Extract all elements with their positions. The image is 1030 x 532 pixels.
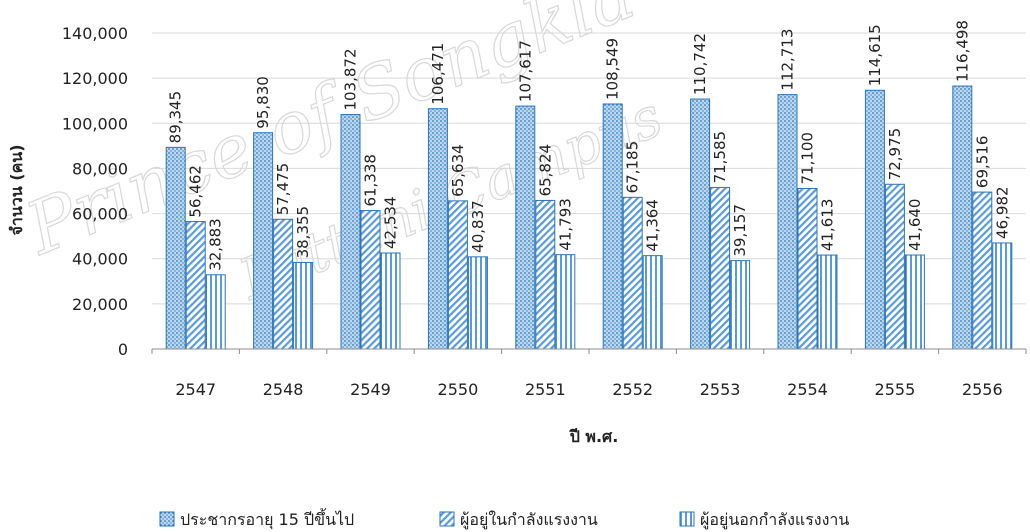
data-label: 32,883 xyxy=(207,218,225,271)
y-axis-title: จำนวน (คน) xyxy=(7,144,26,235)
data-label: 42,534 xyxy=(382,196,400,249)
x-tick-label: 2549 xyxy=(350,380,391,399)
data-label: 65,824 xyxy=(536,144,554,197)
legend-label: ผู้อยู่นอกกำลังแรงงาน xyxy=(700,510,849,530)
legend-label: ผู้อยู่ในกำลังแรงงาน xyxy=(460,510,598,530)
data-label: 116,498 xyxy=(953,20,971,82)
x-tick-label: 2548 xyxy=(263,380,304,399)
bar xyxy=(884,183,905,350)
y-tick-label: 100,000 xyxy=(62,114,128,133)
data-label: 61,338 xyxy=(362,154,380,207)
bar xyxy=(165,146,186,350)
data-label: 38,355 xyxy=(294,206,312,259)
bar xyxy=(642,255,663,350)
y-tick-label: 20,000 xyxy=(72,295,128,314)
data-label: 41,793 xyxy=(556,198,574,251)
data-label: 95,830 xyxy=(254,76,272,129)
data-label: 46,982 xyxy=(993,186,1011,239)
data-label: 107,617 xyxy=(516,40,534,102)
x-tick-label: 2556 xyxy=(962,380,1003,399)
x-tick-label: 2552 xyxy=(612,380,653,399)
data-label: 65,634 xyxy=(449,144,467,197)
x-tick-label: 2555 xyxy=(875,380,916,399)
data-label: 41,364 xyxy=(644,199,662,252)
data-label: 72,975 xyxy=(886,128,904,181)
data-label: 56,462 xyxy=(187,165,205,218)
data-label: 106,471 xyxy=(429,43,447,105)
bar xyxy=(817,254,838,350)
legend-label: ประชากรอายุ 15 ปีขึ้นไป xyxy=(180,508,354,530)
bar xyxy=(535,199,556,350)
data-label: 40,837 xyxy=(469,200,487,253)
bar xyxy=(904,254,925,350)
data-label: 41,640 xyxy=(906,199,924,252)
legend: ประชากรอายุ 15 ปีขึ้นไป ผู้อยู่ในกำลังแรง… xyxy=(159,508,849,530)
y-tick-label: 0 xyxy=(118,340,128,359)
bar xyxy=(602,103,623,350)
bar xyxy=(340,114,361,350)
bar xyxy=(360,210,381,350)
y-tick-label: 140,000 xyxy=(62,24,128,43)
tick-labels: 0 20,000 40,000 60,000 80,000 100,000 120,000 1… xyxy=(62,24,1003,399)
x-tick-label: 2553 xyxy=(700,380,741,399)
bar xyxy=(622,196,643,350)
data-label: 103,872 xyxy=(342,49,360,111)
bar xyxy=(380,252,401,350)
x-tick-label: 2547 xyxy=(175,380,216,399)
x-axis-title: ปี พ.ศ. xyxy=(568,427,618,446)
legend-swatch xyxy=(439,511,455,527)
data-label: 108,549 xyxy=(604,38,622,100)
axes xyxy=(151,348,1027,354)
legend-swatch xyxy=(159,511,175,527)
data-label: 57,475 xyxy=(274,163,292,216)
data-label: 41,613 xyxy=(819,199,837,252)
legend-swatch xyxy=(679,511,695,527)
bar xyxy=(730,260,751,350)
bar xyxy=(864,89,885,350)
data-label: 114,615 xyxy=(866,24,884,86)
bar xyxy=(777,94,798,350)
data-label: 67,185 xyxy=(624,141,642,194)
x-tick-label: 2550 xyxy=(438,380,479,399)
y-tick-label: 60,000 xyxy=(72,205,128,224)
x-tick-label: 2551 xyxy=(525,380,566,399)
bar xyxy=(467,256,488,350)
bar xyxy=(797,188,818,350)
bar xyxy=(992,242,1013,350)
data-label: 39,157 xyxy=(731,204,749,257)
data-label: 110,742 xyxy=(691,33,709,95)
data-label: 89,345 xyxy=(167,91,185,144)
bar xyxy=(447,200,468,350)
bar xyxy=(690,98,711,350)
bar xyxy=(555,254,576,350)
bar xyxy=(710,186,731,350)
bars xyxy=(165,85,1013,350)
data-label: 112,713 xyxy=(779,29,797,91)
bar xyxy=(515,105,536,350)
bar xyxy=(293,261,314,350)
data-label: 71,585 xyxy=(711,131,729,184)
data-label: 69,516 xyxy=(973,136,991,189)
bar xyxy=(427,108,448,350)
bar xyxy=(972,191,993,350)
data-label: 71,100 xyxy=(799,132,817,185)
y-tick-label: 40,000 xyxy=(72,250,128,269)
x-tick-label: 2554 xyxy=(787,380,828,399)
bar xyxy=(952,85,973,350)
y-tick-label: 120,000 xyxy=(62,69,128,88)
y-tick-label: 80,000 xyxy=(72,159,128,178)
bar xyxy=(253,132,274,350)
bar xyxy=(185,221,206,350)
bar xyxy=(205,274,226,350)
bar xyxy=(273,218,294,350)
